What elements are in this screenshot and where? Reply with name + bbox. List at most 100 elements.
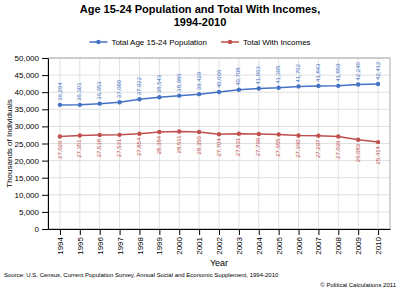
data-label: 36,653 (96, 81, 102, 100)
point (177, 93, 181, 97)
point (217, 90, 221, 94)
x-tick-mark (358, 229, 359, 235)
legend-label: Total Age 15-24 Population (111, 38, 207, 47)
x-axis: 1994199519961997199819992000200120022003… (49, 229, 391, 255)
y-tick: 25,000 (15, 140, 48, 149)
grid (48, 58, 390, 229)
y-tick-mark (42, 144, 48, 145)
x-tick: 2001 (195, 229, 204, 255)
x-tick-mark (120, 229, 121, 235)
data-label: 27,518 (96, 138, 102, 157)
data-label: 25,414 (375, 145, 381, 164)
y-tick-label: 45,000 (15, 71, 40, 80)
x-tick-label: 2007 (314, 236, 323, 254)
data-label: 41,859 (335, 63, 341, 82)
point (78, 103, 82, 107)
x-tick-mark (378, 229, 379, 235)
data-label: 27,655 (275, 138, 281, 157)
point (336, 84, 340, 88)
data-label: 27,351 (76, 139, 82, 158)
y-tick-label: 15,000 (15, 174, 40, 183)
chart: 05,00010,00015,00020,00025,00030,00035,0… (0, 0, 400, 291)
data-label: 27,036 (335, 140, 341, 159)
data-label: 36,294 (57, 82, 63, 101)
source-note: Source: U.S. Census, Current Population … (4, 272, 279, 278)
data-label: 28,384 (156, 135, 162, 154)
data-label: 41,305 (275, 65, 281, 84)
y-tick-mark (42, 229, 48, 230)
point (237, 132, 241, 136)
point (257, 86, 261, 90)
x-tick-mark (338, 229, 339, 235)
x-tick-label: 1997 (116, 236, 125, 254)
x-tick-mark (159, 229, 160, 235)
x-tick-mark (80, 229, 81, 235)
x-tick: 2008 (334, 229, 343, 255)
legend-label: Total With Incomes (243, 38, 311, 47)
point (137, 97, 141, 101)
x-tick-label: 2005 (275, 236, 284, 254)
data-label: 42,240 (355, 62, 361, 81)
x-tick: 2003 (235, 229, 244, 255)
data-label: 27,704 (216, 138, 222, 157)
y-tick-label: 35,000 (15, 105, 40, 114)
x-tick: 2005 (275, 229, 284, 255)
y-tick-mark (42, 161, 48, 162)
copyright-note: © Political Calculations 2011 (320, 282, 396, 288)
x-tick-mark (199, 229, 200, 235)
point (356, 82, 360, 86)
y-tick: 50,000 (15, 54, 48, 63)
point (137, 132, 141, 136)
point (58, 134, 62, 138)
x-tick: 1997 (116, 229, 125, 255)
data-label: 40,066 (216, 69, 222, 88)
x-tick-mark (219, 229, 220, 235)
y-tick: 40,000 (15, 88, 48, 97)
x-tick-label: 1998 (136, 236, 145, 254)
point (117, 133, 121, 137)
data-label: 37,922 (136, 76, 142, 95)
x-tick-mark (279, 229, 280, 235)
x-tick: 2007 (314, 229, 323, 255)
x-tick-label: 2008 (334, 236, 343, 254)
x-tick-mark (239, 229, 240, 235)
x-tick-mark (100, 229, 101, 235)
y-tick-label: 0 (35, 225, 40, 234)
point (97, 101, 101, 105)
data-label: 38,543 (156, 74, 162, 93)
data-label: 28,511 (176, 135, 182, 154)
data-label: 39,429 (196, 71, 202, 90)
x-tick: 2009 (354, 229, 363, 255)
x-axis-title: Year (210, 258, 228, 268)
data-label: 27,026 (57, 140, 63, 159)
data-label: 40,708 (235, 67, 241, 86)
y-axis-line (48, 59, 49, 230)
y-tick-label: 50,000 (15, 54, 40, 63)
point (217, 132, 221, 136)
point (78, 133, 82, 137)
x-tick-label: 1996 (96, 236, 105, 254)
x-tick: 2000 (175, 229, 184, 255)
x-tick: 2004 (255, 229, 264, 255)
legend-item: Total With Incomes (221, 38, 311, 47)
point (296, 84, 300, 88)
y-tick-mark (42, 178, 48, 179)
y-tick-label: 30,000 (15, 122, 40, 131)
y-axis: 05,00010,00015,00020,00025,00030,00035,0… (15, 54, 49, 234)
x-tick-label: 2006 (295, 236, 304, 254)
y-tick-mark (42, 92, 48, 93)
x-tick-label: 2000 (175, 236, 184, 254)
marks (58, 82, 381, 145)
data-label: 42,412 (375, 61, 381, 80)
x-tick-label: 1995 (76, 236, 85, 254)
point (257, 132, 261, 136)
x-tick-mark (139, 229, 140, 235)
point (157, 95, 161, 99)
legend: Total Age 15-24 Population Total With Inc… (89, 38, 310, 47)
point (197, 130, 201, 134)
point (117, 100, 121, 104)
data-label: 27,854 (136, 137, 142, 156)
y-tick-label: 10,000 (15, 191, 40, 200)
point (237, 88, 241, 92)
x-tick-mark (259, 229, 260, 235)
